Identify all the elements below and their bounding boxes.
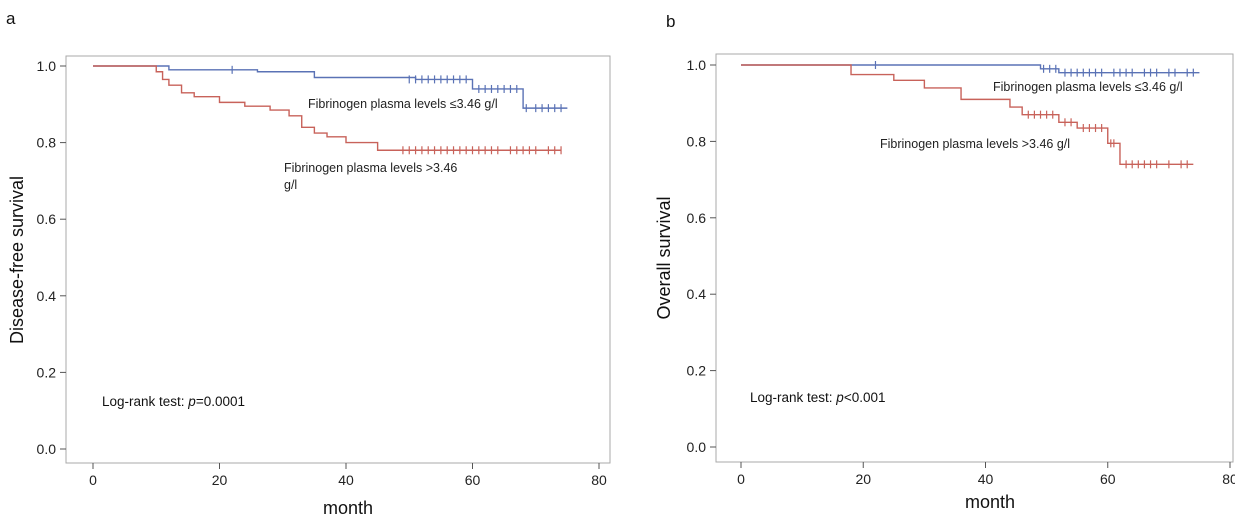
y-tick-label: 0.8 [37,135,57,151]
x-tick-label: 40 [978,471,994,487]
x-tick-label: 60 [465,472,481,488]
panel-b: b 0 20 40 60 80 0.0 0.2 0.4 0.6 0.8 1.0 month Ove… [654,12,1235,512]
y-tick-label: 0.0 [37,441,57,457]
km-step-line [93,65,562,151]
x-tick-label: 60 [1100,471,1116,487]
y-tick-label: 0.4 [687,286,707,302]
x-axis-title-a: month [323,498,373,518]
x-tick-label: 20 [855,471,871,487]
y-tick-label: 0.8 [687,133,707,149]
series-label-low-a: Fibrinogen plasma levels ≤3.46 g/l [308,97,498,111]
x-tick-label: 80 [1222,471,1235,487]
series-low-fibrinogen [93,65,568,113]
panel-a: a 0 20 40 60 80 0.0 0.2 0.4 0.6 0.8 1.0 month Dis… [6,9,611,518]
series-label-high-a-line2: g/l [284,178,297,192]
series-low-fibrinogen [741,61,1200,77]
panel-letter-b: b [666,12,675,31]
y-tick-label: 1.0 [37,58,57,74]
series-label-high-a: Fibrinogen plasma levels >3.46 [284,161,457,175]
y-tick-label: 0.4 [37,288,57,304]
logrank-annotation-b: Log-rank test: p<0.001 [750,390,885,405]
survival-curves-a [93,65,568,155]
y-ticks-a: 0.0 0.2 0.4 0.6 0.8 1.0 [37,58,66,457]
y-tick-label: 0.6 [687,210,707,226]
x-tick-label: 20 [212,472,228,488]
plot-frame-a [65,55,611,464]
x-ticks-b: 0 20 40 60 80 [737,462,1235,487]
plot-frame-b [715,53,1234,463]
y-tick-label: 0.2 [37,364,57,380]
y-ticks-b: 0.0 0.2 0.4 0.6 0.8 1.0 [687,57,716,455]
km-step-line [741,64,1200,74]
series-high-fibrinogen [93,65,562,155]
x-tick-label: 80 [591,472,607,488]
x-tick-label: 0 [89,472,97,488]
survival-curves-b [741,61,1200,169]
x-ticks-a: 0 20 40 60 80 [89,463,607,488]
x-tick-label: 0 [737,471,745,487]
y-axis-title-a: Disease-free survival [7,176,27,344]
x-axis-title-b: month [965,492,1015,512]
series-high-fibrinogen [741,64,1194,169]
y-tick-label: 0.6 [37,211,57,227]
y-tick-label: 1.0 [687,57,707,73]
panel-letter-a: a [6,9,16,28]
km-step-line [93,65,568,109]
x-tick-label: 40 [338,472,354,488]
y-tick-label: 0.0 [687,439,707,455]
y-axis-title-b: Overall survival [654,196,674,319]
y-tick-label: 0.2 [687,363,707,379]
logrank-annotation-a: Log-rank test: p=0.0001 [102,394,245,409]
km-step-line [741,64,1194,166]
series-label-low-b: Fibrinogen plasma levels ≤3.46 g/l [993,80,1183,94]
series-label-high-b: Fibrinogen plasma levels >3.46 g/l [880,137,1070,151]
